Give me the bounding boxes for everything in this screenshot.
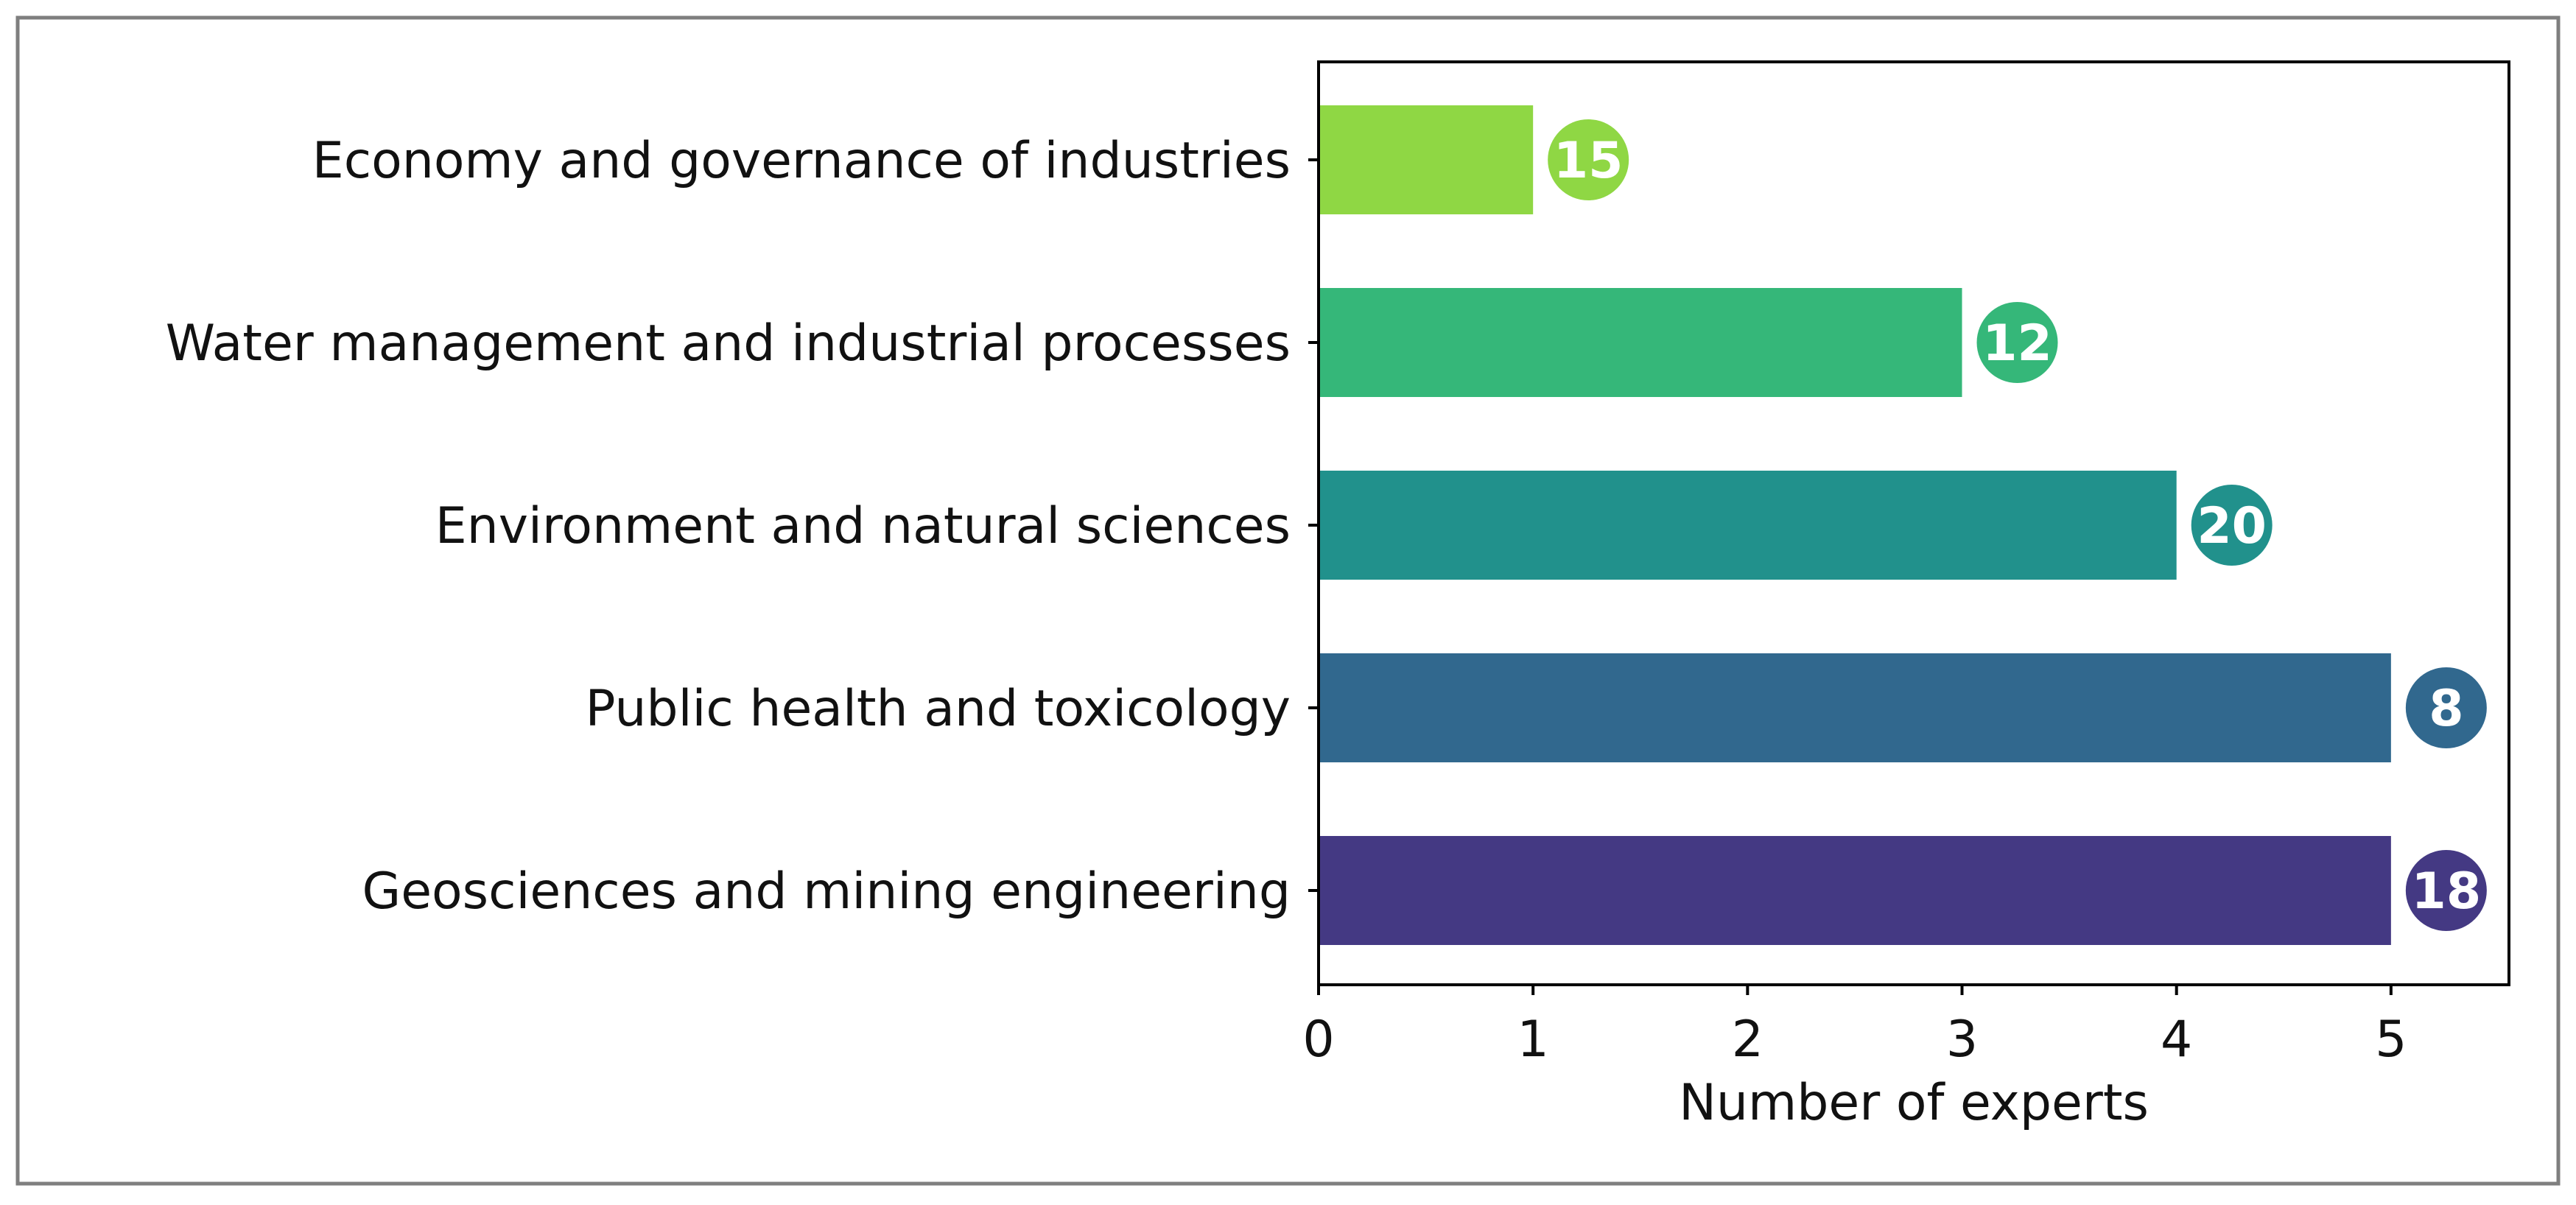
- figure-border: [15, 15, 2561, 1186]
- badge-label: 18: [2412, 863, 2482, 921]
- bar: [1319, 105, 1534, 214]
- y-tick-label: Public health and toxicology: [586, 680, 1291, 738]
- x-tick-label: 3: [1946, 1011, 1978, 1069]
- badge-label: 12: [1982, 315, 2052, 373]
- badge-circle: [1548, 119, 1629, 200]
- plot-area-frame: [1317, 60, 2510, 986]
- bar: [1319, 836, 2391, 945]
- x-tick-label: 0: [1302, 1011, 1334, 1069]
- x-axis: 0 1 2 3 4 5: [1302, 985, 2407, 1069]
- badge-circle: [2405, 667, 2487, 748]
- badge-circle: [1976, 302, 2058, 383]
- x-tick-label: 5: [2375, 1011, 2407, 1069]
- bar: [1319, 471, 2177, 580]
- badge-circle: [2191, 485, 2273, 566]
- bar: [1319, 653, 2391, 762]
- badge-label: 8: [2429, 680, 2463, 738]
- badge-label: 20: [2197, 497, 2267, 555]
- x-axis-label: Number of experts: [1679, 1074, 2149, 1132]
- bar: [1319, 288, 1962, 397]
- x-tick-label: 4: [2161, 1011, 2192, 1069]
- x-tick-label: 1: [1517, 1011, 1549, 1069]
- y-tick-label: Environment and natural sciences: [435, 497, 1291, 555]
- badges-layer: 15 12 20 8 18: [1548, 119, 2487, 931]
- badge-label: 15: [1554, 132, 1624, 190]
- bars-layer: [1319, 105, 2391, 945]
- y-tick-label: Water management and industrial processe…: [166, 315, 1291, 373]
- x-tick-label: 2: [1732, 1011, 1763, 1069]
- y-axis: Economy and governance of industries Wate…: [166, 132, 1319, 921]
- y-tick-label: Geosciences and mining engineering: [362, 863, 1291, 921]
- y-tick-label: Economy and governance of industries: [312, 132, 1291, 190]
- badge-circle: [2405, 850, 2487, 931]
